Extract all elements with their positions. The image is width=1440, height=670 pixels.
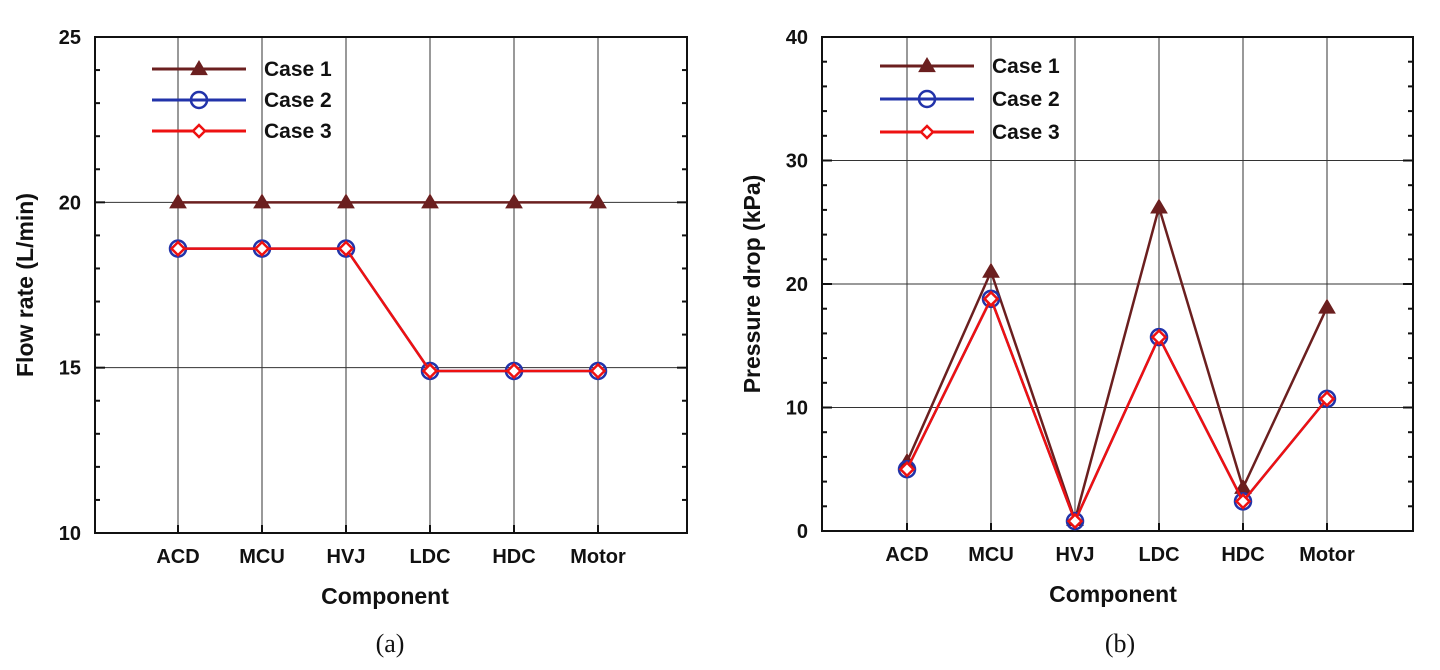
x-axis-title: Component bbox=[1049, 581, 1177, 607]
data-point bbox=[421, 193, 439, 209]
y-axis-title: Pressure drop (kPa) bbox=[739, 175, 765, 394]
data-point bbox=[1150, 328, 1168, 346]
data-point bbox=[982, 290, 1000, 308]
y-tick-label: 15 bbox=[59, 358, 81, 380]
data-point bbox=[589, 193, 607, 209]
x-tick-label: ACD bbox=[156, 546, 199, 568]
data-point bbox=[1318, 298, 1336, 314]
legend-label: Case 3 bbox=[264, 120, 332, 143]
x-tick-label: LDC bbox=[1138, 544, 1179, 566]
y-tick-label: 10 bbox=[59, 523, 81, 545]
series-line bbox=[905, 295, 1328, 525]
legend-label: Case 2 bbox=[264, 89, 332, 112]
data-point bbox=[253, 193, 271, 209]
panel-caption: (b) bbox=[1105, 629, 1135, 658]
legend-label: Case 1 bbox=[992, 55, 1060, 78]
series-line bbox=[905, 202, 1329, 525]
data-point bbox=[169, 240, 187, 257]
data-point bbox=[337, 240, 355, 257]
x-tick-label: HVJ bbox=[327, 546, 366, 568]
legend-label: Case 3 bbox=[992, 121, 1060, 144]
y-tick-label: 20 bbox=[786, 274, 808, 296]
legend-marker bbox=[189, 90, 209, 110]
legend-marker bbox=[191, 123, 207, 139]
data-point bbox=[505, 362, 523, 380]
panel-caption: (a) bbox=[376, 629, 405, 658]
data-point bbox=[982, 262, 1000, 278]
y-tick-label: 10 bbox=[786, 398, 808, 420]
x-axis-title: Component bbox=[321, 583, 449, 609]
y-tick-label: 25 bbox=[59, 27, 81, 49]
data-point bbox=[337, 193, 355, 209]
x-tick-label: HVJ bbox=[1056, 544, 1095, 566]
chart-a: 10 15 20 25 ACD MCU HVJ LDC HDC Motor Component Flo… bbox=[12, 27, 688, 658]
data-point bbox=[253, 240, 271, 257]
x-tick-label: Motor bbox=[1299, 544, 1355, 566]
y-tick-label: 30 bbox=[786, 151, 808, 173]
data-point bbox=[589, 362, 607, 380]
data-point bbox=[1066, 512, 1084, 530]
x-tick-label: LDC bbox=[409, 546, 450, 568]
x-tick-label: MCU bbox=[968, 544, 1014, 566]
x-tick-label: HDC bbox=[1221, 544, 1264, 566]
plot-frame bbox=[94, 36, 688, 534]
x-tick-label: HDC bbox=[492, 546, 535, 568]
y-tick-label: 0 bbox=[797, 521, 808, 543]
x-tick-label: ACD bbox=[885, 544, 928, 566]
legend-label: Case 1 bbox=[264, 58, 332, 81]
x-tick-label: Motor bbox=[570, 546, 626, 568]
y-axis-title: Flow rate (L/min) bbox=[12, 193, 38, 377]
x-tick-label: MCU bbox=[239, 546, 285, 568]
legend-marker bbox=[919, 124, 935, 140]
y-tick-label: 20 bbox=[59, 192, 81, 214]
legend-marker bbox=[917, 89, 937, 109]
data-point bbox=[505, 193, 523, 209]
legend-marker bbox=[918, 57, 936, 73]
y-tick-label: 40 bbox=[786, 27, 808, 49]
series-line bbox=[905, 295, 1328, 525]
data-point bbox=[1234, 493, 1252, 510]
data-point bbox=[169, 193, 187, 209]
legend-label: Case 2 bbox=[992, 88, 1060, 111]
series-line bbox=[178, 247, 598, 373]
data-point bbox=[1150, 198, 1168, 214]
data-point bbox=[898, 460, 916, 478]
data-point bbox=[421, 362, 439, 380]
chart-b: 0 10 20 30 40 ACD MCU HVJ LDC HDC Motor Component Pr… bbox=[739, 27, 1414, 658]
data-point bbox=[1318, 390, 1336, 408]
legend-marker bbox=[190, 60, 208, 76]
